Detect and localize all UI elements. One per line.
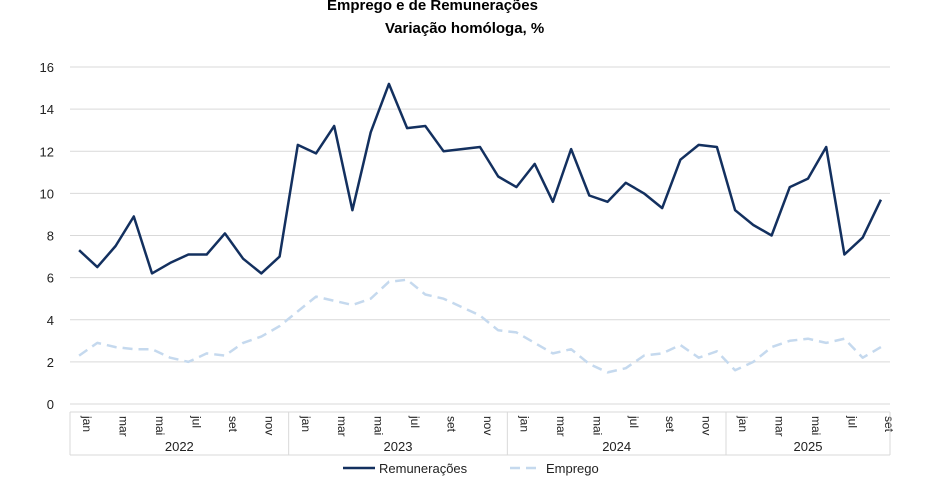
y-tick-label: 6 [47, 271, 54, 286]
x-month-label: mar [554, 416, 568, 437]
series-line-emprego [78, 278, 882, 374]
x-year-label: 2022 [165, 439, 194, 454]
x-month-label: jan [299, 415, 313, 432]
x-month-label: jul [189, 415, 203, 428]
x-month-label: mar [335, 416, 349, 437]
y-tick-label: 0 [47, 397, 54, 412]
x-year-label: 2023 [384, 439, 413, 454]
x-month-label: set [882, 416, 896, 433]
x-month-label: jan [80, 415, 94, 432]
x-month-label: mai [372, 416, 386, 435]
x-month-label: mai [809, 416, 823, 435]
x-month-label: set [445, 416, 459, 433]
x-month-label: mar [773, 416, 787, 437]
chart-subtitle: Variação homóloga, % [385, 20, 545, 37]
legend-label: Remunerações [379, 461, 468, 476]
legend-label: Emprego [546, 461, 599, 476]
x-year-label: 2024 [602, 439, 631, 454]
x-year-label: 2025 [794, 439, 823, 454]
x-month-label: jul [627, 415, 641, 428]
x-month-label: nov [262, 416, 276, 435]
x-month-label: nov [481, 416, 495, 435]
y-tick-label: 4 [47, 313, 54, 328]
x-month-label: mai [590, 416, 604, 435]
y-tick-label: 10 [40, 186, 54, 201]
y-tick-label: 8 [47, 229, 54, 244]
x-month-label: mar [117, 416, 131, 437]
y-tick-label: 16 [40, 60, 54, 75]
y-tick-label: 12 [40, 144, 54, 159]
y-tick-label: 14 [40, 102, 54, 117]
x-month-label: set [226, 416, 240, 433]
x-month-label: jul [845, 415, 859, 428]
x-month-label: jul [408, 415, 422, 428]
series-line-remunerações [78, 82, 883, 275]
x-month-label: nov [700, 416, 714, 435]
x-month-label: jan [517, 415, 531, 432]
chart-title: Emprego e de Remunerações [327, 0, 538, 14]
x-month-label: mai [153, 416, 167, 435]
y-tick-label: 2 [47, 355, 54, 370]
x-month-label: set [663, 416, 677, 433]
x-month-label: jan [736, 415, 750, 432]
